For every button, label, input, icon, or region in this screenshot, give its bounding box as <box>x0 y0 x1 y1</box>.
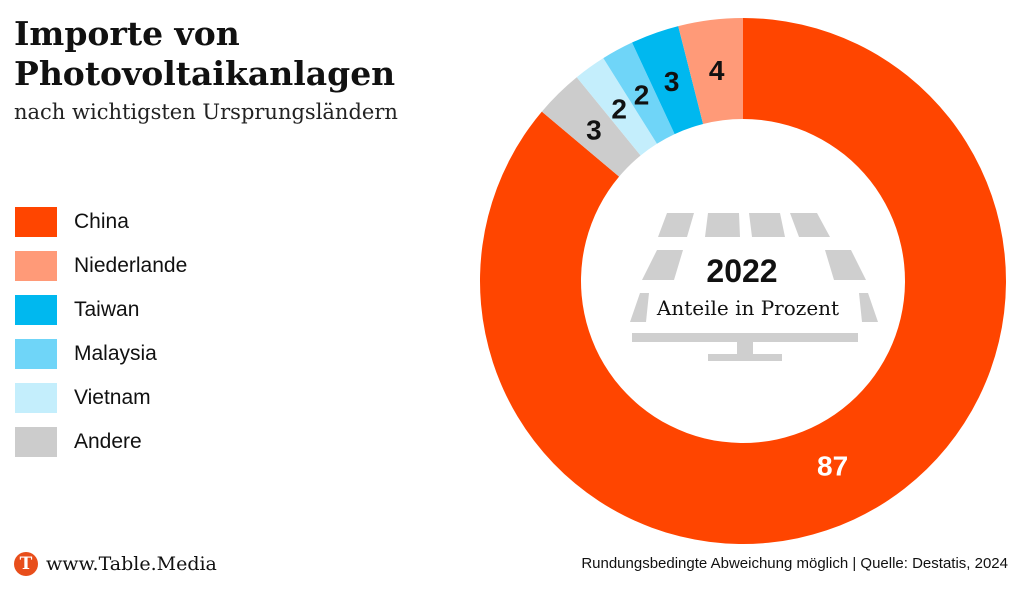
legend-swatch <box>15 339 57 369</box>
legend-label: Andere <box>74 430 142 453</box>
donut-slice-malaysia <box>603 42 675 144</box>
chart-title: Importe von Photovoltaikanlagen <box>14 14 434 94</box>
donut-slices <box>480 18 1007 544</box>
legend-label: Niederlande <box>74 254 188 277</box>
brand: T www.Table.Media <box>14 552 217 576</box>
source-note: Rundungsbedingte Abweichung möglich | Qu… <box>581 555 1008 572</box>
legend-item: China <box>15 200 187 244</box>
legend-swatch <box>15 427 57 457</box>
legend-item: Andere <box>15 420 187 464</box>
table-media-logo: T <box>14 552 38 576</box>
donut-slice-andere <box>541 77 641 177</box>
legend-item: Niederlande <box>15 244 187 288</box>
solar-panel-icon <box>630 213 878 361</box>
legend-label: Malaysia <box>74 342 157 365</box>
slice-label-taiwan: 3 <box>664 66 680 97</box>
legend-item: Taiwan <box>15 288 187 332</box>
legend-swatch <box>15 207 57 237</box>
donut-slice-taiwan <box>632 26 704 135</box>
legend-swatch <box>15 251 57 281</box>
donut-slice-niederlande <box>678 18 743 124</box>
legend-item: Vietnam <box>15 376 187 420</box>
slice-label-vietnam: 2 <box>611 93 627 124</box>
legend-item: Malaysia <box>15 332 187 376</box>
legend-label: Vietnam <box>74 386 151 409</box>
brand-url: www.Table.Media <box>46 553 217 575</box>
slice-label-niederlande: 4 <box>709 55 725 86</box>
center-year: 2022 <box>706 253 777 289</box>
legend-swatch <box>15 383 57 413</box>
slice-label-andere: 3 <box>586 115 602 146</box>
donut-slice-china <box>480 18 1007 544</box>
slice-label-china: 87 <box>817 451 848 482</box>
legend-swatch <box>15 295 57 325</box>
chart-subtitle: nach wichtigsten Ursprungsländern <box>14 100 398 124</box>
legend: China Niederlande Taiwan Malaysia Vietnam And… <box>15 200 187 464</box>
chart-title-line-2: Photovoltaikanlagen <box>14 54 396 93</box>
chart-title-line-1: Importe von <box>14 14 240 53</box>
center-label: Anteile in Prozent <box>656 296 839 320</box>
legend-label: China <box>74 210 129 233</box>
legend-label: Taiwan <box>74 298 140 321</box>
donut-slice-vietnam <box>576 58 657 156</box>
slice-label-malaysia: 2 <box>634 79 650 110</box>
